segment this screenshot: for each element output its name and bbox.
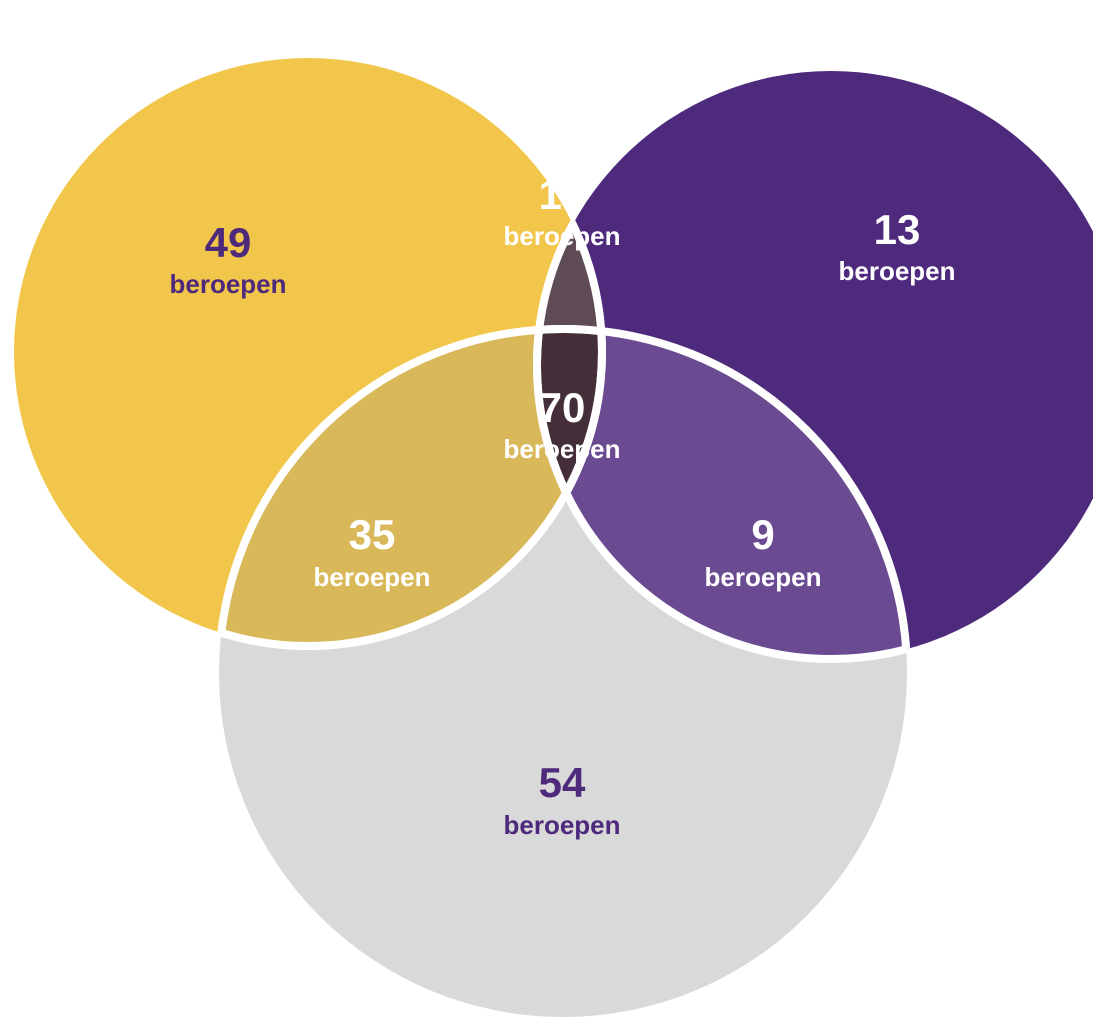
unit-yellow-only: beroepen	[169, 269, 286, 299]
unit-yellow-gray: beroepen	[313, 562, 430, 592]
count-gray-only: 54	[539, 759, 586, 806]
count-yellow-only: 49	[205, 219, 252, 266]
label-yellow-purple: 19 beroepen	[503, 171, 620, 251]
region-yellow-gray	[219, 329, 602, 646]
count-purple-only: 13	[874, 206, 921, 253]
unit-purple-only: beroepen	[838, 256, 955, 286]
unit-all-three: beroepen	[503, 434, 620, 464]
unit-purple-gray: beroepen	[704, 562, 821, 592]
outline-purple-edge-lower	[533, 329, 907, 663]
label-purple-only: 13 beroepen	[838, 206, 955, 286]
unit-yellow-purple: beroepen	[503, 221, 620, 251]
outline-yellow-edge-lower	[219, 329, 606, 650]
count-yellow-purple: 19	[539, 171, 586, 218]
label-yellow-gray: 35 beroepen	[313, 511, 430, 592]
label-yellow-only: 49 beroepen	[169, 219, 286, 299]
count-yellow-gray: 35	[349, 511, 396, 558]
region-purple-gray	[537, 329, 907, 659]
label-all-three: 70 beroepen	[503, 384, 620, 464]
count-purple-gray: 9	[751, 511, 774, 558]
label-purple-gray: 9 beroepen	[704, 511, 821, 592]
label-gray-only: 54 beroepen	[503, 759, 620, 840]
count-all-three: 70	[539, 384, 586, 431]
outline-gray-edge-right	[537, 325, 911, 659]
unit-gray-only: beroepen	[503, 810, 620, 840]
